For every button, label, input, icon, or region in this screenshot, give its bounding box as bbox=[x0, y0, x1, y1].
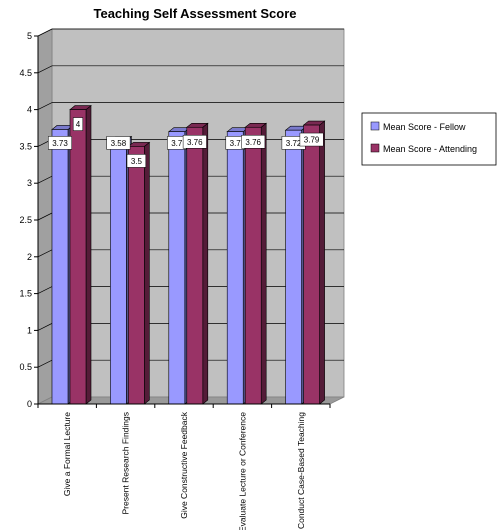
bar-front bbox=[128, 146, 145, 405]
y-tick-label: 2.5 bbox=[19, 215, 32, 225]
legend-swatch bbox=[370, 143, 380, 153]
bar-side bbox=[202, 122, 209, 405]
x-axis: Give a Formal Lecture Present Research Fi… bbox=[37, 403, 331, 530]
y-tick-label: 4.5 bbox=[19, 68, 32, 78]
legend-label: Mean Score - Attending bbox=[383, 144, 477, 154]
bar-front bbox=[168, 131, 186, 405]
data-label: 3.7 bbox=[230, 139, 242, 148]
bar-attending bbox=[127, 141, 151, 405]
bar-side bbox=[144, 141, 150, 405]
bar-side bbox=[319, 120, 325, 405]
data-label-box bbox=[182, 135, 207, 149]
data-label-box bbox=[126, 154, 147, 168]
bar-front bbox=[226, 131, 244, 405]
data-label: 3.76 bbox=[245, 138, 261, 147]
y-tick-label: 4 bbox=[27, 105, 32, 115]
legend-box bbox=[361, 112, 497, 166]
gridline bbox=[37, 28, 344, 37]
bar-side bbox=[260, 122, 267, 405]
bar-side bbox=[85, 104, 92, 405]
bar-front bbox=[244, 126, 262, 405]
data-label: 3.73 bbox=[52, 139, 68, 148]
y-tick-label: 5 bbox=[27, 31, 32, 41]
y-tick-label: 1 bbox=[27, 325, 32, 335]
y-tick-label: 1.5 bbox=[19, 289, 32, 299]
chart-title: Teaching Self Assessment Score bbox=[93, 6, 296, 21]
data-label-box bbox=[72, 117, 84, 131]
category-label: Present Research Findings bbox=[121, 412, 131, 515]
y-tick-label: 2 bbox=[27, 252, 32, 262]
bars bbox=[51, 104, 326, 405]
legend-swatch bbox=[370, 121, 380, 131]
category-label: Evaluate Lecture or Conference bbox=[237, 412, 247, 530]
gridline bbox=[37, 65, 344, 74]
bar-attending bbox=[244, 122, 268, 405]
data-label-box bbox=[48, 136, 72, 150]
data-label: 4 bbox=[76, 120, 81, 129]
category-label: Give a Formal Lecture bbox=[62, 412, 72, 496]
gridline bbox=[37, 102, 344, 110]
bar-attending bbox=[302, 120, 326, 405]
y-tick-label: 0 bbox=[27, 399, 32, 409]
bar-front bbox=[303, 124, 320, 405]
legend-label: Mean Score - Fellow bbox=[383, 122, 466, 132]
data-label: 3.76 bbox=[187, 138, 203, 147]
data-label: 3.72 bbox=[286, 139, 302, 148]
data-label-box bbox=[299, 132, 324, 147]
data-label: 3.7 bbox=[171, 139, 183, 148]
bar-front bbox=[69, 109, 87, 405]
bar-front bbox=[110, 140, 127, 405]
bar-front bbox=[186, 126, 204, 405]
data-label-box bbox=[241, 135, 266, 149]
data-label: 3.79 bbox=[304, 136, 320, 145]
y-tick-label: 3.5 bbox=[19, 141, 32, 151]
bar-attending bbox=[185, 122, 209, 405]
bar-front bbox=[285, 129, 302, 405]
y-tick-label: 3 bbox=[27, 178, 32, 188]
data-label: 3.58 bbox=[111, 139, 127, 148]
bar-front bbox=[51, 129, 69, 405]
data-label-box bbox=[106, 136, 131, 150]
data-label: 3.5 bbox=[131, 157, 143, 166]
category-label: Give Constructive Feedback bbox=[179, 411, 189, 519]
y-axis: 0 0.5 1 1.5 2 2.5 3 3.5 4 4.5 5 bbox=[19, 31, 39, 409]
y-tick-label: 0.5 bbox=[19, 362, 32, 372]
category-label: Conduct Case-Based Teaching bbox=[296, 412, 306, 529]
bar-attending bbox=[69, 104, 92, 405]
legend: Mean Score - Fellow Mean Score - Attendin… bbox=[361, 112, 497, 166]
